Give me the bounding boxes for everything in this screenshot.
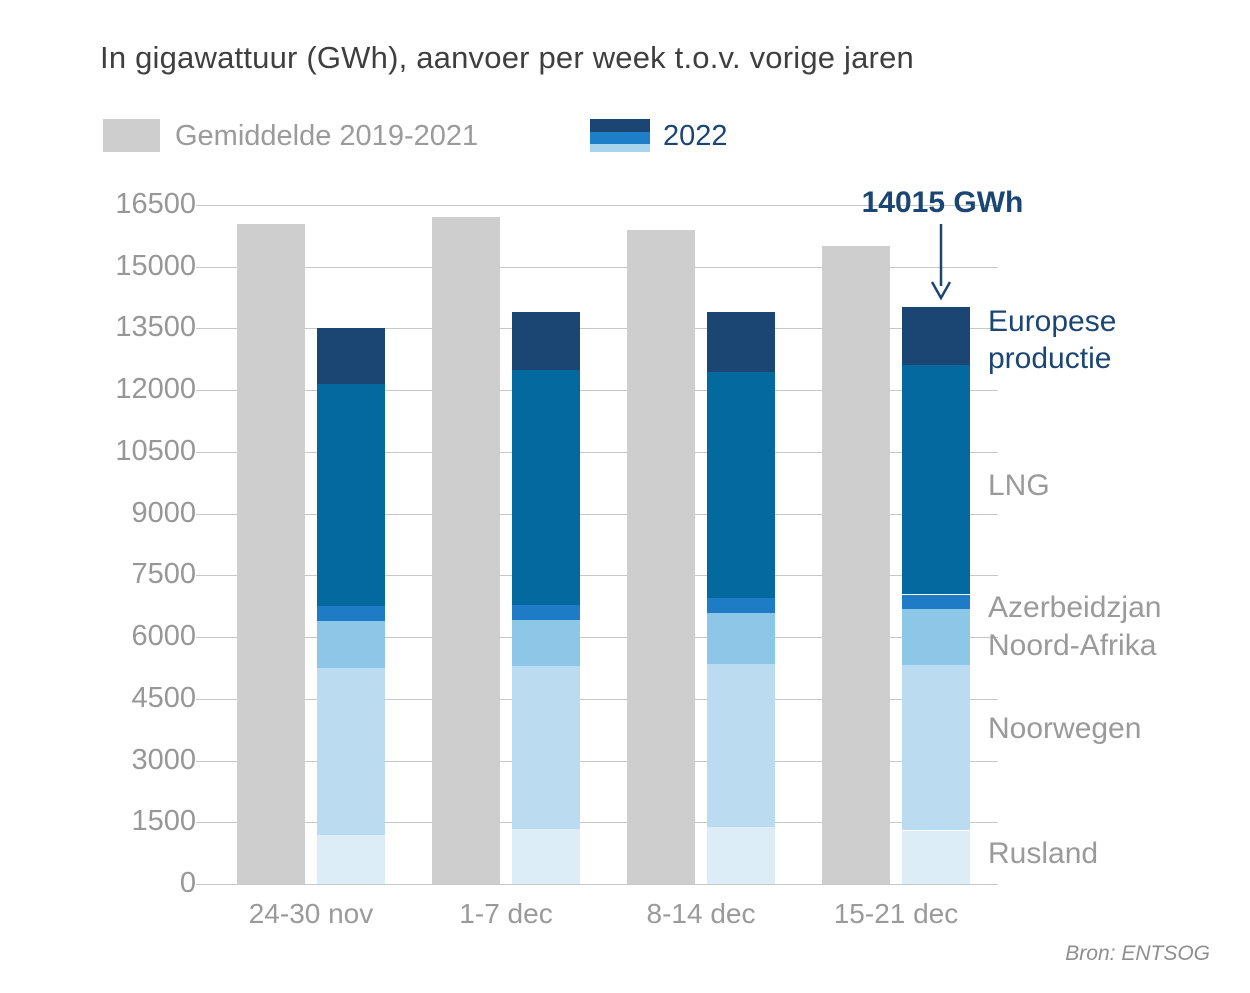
y-axis-tick-label: 16500 (115, 188, 196, 220)
x-axis-tick-label: 1-7 dec (459, 898, 553, 929)
stacked-segment-rusland-15-21-dec (902, 831, 970, 884)
legend-stripe-azerbeidzjan (590, 132, 650, 144)
legend-swatch-average (103, 119, 160, 152)
segment-label-noorwegen: Noorwegen (988, 712, 1142, 745)
average-bar-1-7-dec (432, 217, 500, 884)
source-credit: Bron: ENTSOG (1065, 942, 1210, 965)
stacked-segment-noord-afrika-24-30-nov (317, 621, 385, 668)
y-axis-tick-label: 4500 (131, 682, 196, 714)
gridline (196, 884, 998, 885)
stacked-segment-europese-productie-1-7-dec (512, 312, 580, 370)
gridline (196, 390, 998, 391)
stacked-segment-azerbeidzjan-15-21-dec (902, 595, 970, 609)
average-bar-24-30-nov (237, 224, 305, 884)
stacked-segment-rusland-1-7-dec (512, 828, 580, 884)
legend-label-2022: 2022 (663, 120, 728, 152)
gridline (196, 205, 998, 206)
stacked-segment-noord-afrika-15-21-dec (902, 608, 970, 665)
stacked-segment-azerbeidzjan-24-30-nov (317, 606, 385, 621)
average-bar-8-14-dec (627, 230, 695, 884)
gridline (196, 761, 998, 762)
gridline (196, 637, 998, 638)
stacked-segment-rusland-24-30-nov (317, 835, 385, 884)
gridline (196, 699, 998, 700)
legend-label-average: Gemiddelde 2019-2021 (175, 120, 479, 152)
stacked-segment-lng-15-21-dec (902, 365, 970, 594)
stacked-segment-noorwegen-24-30-nov (317, 668, 385, 835)
y-axis-tick-label: 13500 (115, 311, 196, 343)
gridline (196, 514, 998, 515)
stacked-segment-rusland-8-14-dec (707, 826, 775, 884)
x-axis-tick-label: 24-30 nov (248, 898, 374, 929)
y-axis-tick-label: 3000 (131, 744, 196, 776)
legend-stripe-noorwegen (590, 144, 650, 152)
chart-title: In gigawattuur (GWh), aanvoer per week t… (100, 40, 914, 75)
segment-label-azerbeidzjan: Azerbeidzjan (988, 591, 1162, 624)
annotation-arrow-icon (930, 224, 952, 301)
y-axis-tick-label: 1500 (131, 805, 196, 837)
stacked-segment-noord-afrika-1-7-dec (512, 620, 580, 666)
y-axis-tick-label: 15000 (115, 250, 196, 282)
x-axis-tick-label: 15-21 dec (833, 898, 959, 929)
legend-swatch-2022 (590, 119, 650, 152)
y-axis-tick-label: 12000 (115, 373, 196, 405)
stacked-segment-lng-24-30-nov (317, 384, 385, 606)
y-axis-tick-label: 6000 (131, 620, 196, 652)
stacked-segment-noord-afrika-8-14-dec (707, 613, 775, 664)
stacked-segment-noorwegen-8-14-dec (707, 664, 775, 827)
stacked-segment-europese-productie-24-30-nov (317, 328, 385, 384)
segment-label-lng: LNG (988, 469, 1050, 502)
x-axis-tick-label: 8-14 dec (646, 898, 756, 929)
y-axis-tick-label: 9000 (131, 497, 196, 529)
stacked-segment-lng-8-14-dec (707, 372, 775, 598)
y-axis-tick-label: 0 (179, 867, 196, 899)
segment-label-rusland: Rusland (988, 837, 1099, 870)
y-axis-tick-label: 7500 (131, 558, 196, 590)
gridline (196, 575, 998, 576)
gridline (196, 452, 998, 453)
stacked-segment-noorwegen-15-21-dec (902, 665, 970, 830)
annotation-value-label: 14015 GWh (861, 186, 1024, 219)
stacked-segment-noorwegen-1-7-dec (512, 666, 580, 829)
segment-label-noord-afrika: Noord-Afrika (988, 629, 1157, 662)
stacked-segment-azerbeidzjan-1-7-dec (512, 604, 580, 620)
stacked-segment-lng-1-7-dec (512, 370, 580, 605)
gridline (196, 328, 998, 329)
gridline (196, 822, 998, 823)
segment-label-europese-productie: Europese productie (988, 305, 1117, 375)
gridline (196, 267, 998, 268)
stacked-segment-europese-productie-15-21-dec (902, 307, 970, 365)
y-axis-tick-label: 10500 (115, 435, 196, 467)
legend-stripe-europese-productie (590, 119, 650, 132)
stacked-segment-azerbeidzjan-8-14-dec (707, 598, 775, 613)
stacked-segment-europese-productie-8-14-dec (707, 312, 775, 372)
average-bar-15-21-dec (822, 246, 890, 884)
